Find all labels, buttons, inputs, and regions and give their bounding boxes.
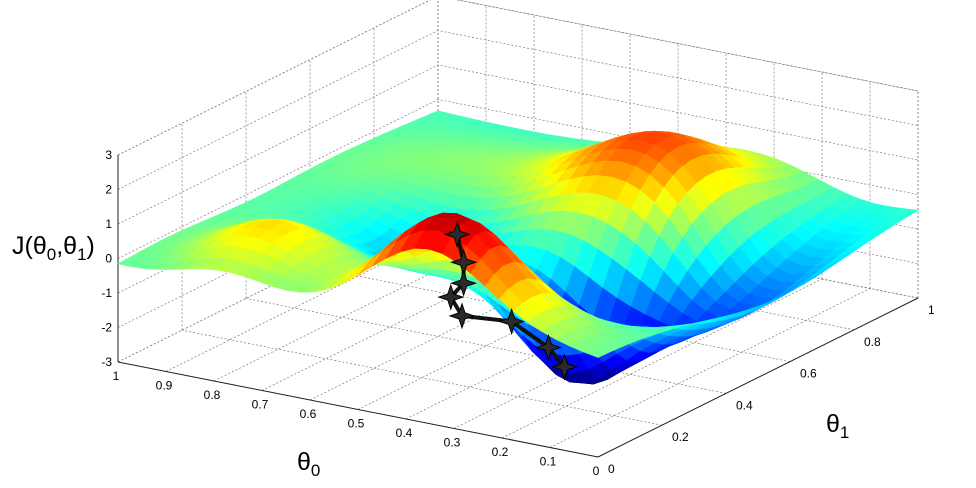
x-tick-label: 1 <box>113 369 120 383</box>
z-tick-label: -3 <box>101 355 112 369</box>
x-tick-label: 0.9 <box>156 379 173 393</box>
y-tick-label: 0.2 <box>672 430 689 444</box>
x-tick-label: 0.8 <box>204 388 221 402</box>
descent-step-marker <box>448 302 476 330</box>
y-tick-label: 0 <box>608 462 615 476</box>
surface-patch <box>583 347 609 358</box>
y-tick-label: 1 <box>928 303 935 317</box>
descent-step-marker <box>443 220 471 248</box>
x-tick-label: 0.3 <box>444 436 461 450</box>
descent-step-marker <box>498 307 526 336</box>
descent-step-marker <box>550 353 578 381</box>
x-tick-label: 0.4 <box>396 426 413 440</box>
x-tick-label: 0.2 <box>492 445 509 459</box>
descent-step-marker <box>450 269 478 297</box>
y-axis-label: θ1 <box>826 410 849 442</box>
z-tick-label: 3 <box>105 148 112 162</box>
z-tick-label: -1 <box>101 286 112 300</box>
descent-step-marker <box>437 283 465 311</box>
cost-surface <box>117 110 919 385</box>
x-tick-label: 0.1 <box>540 455 557 469</box>
x-axis-label: θ0 <box>297 448 320 480</box>
y-tick-label: 0.6 <box>800 367 817 381</box>
y-tick-label: 0.4 <box>736 398 753 412</box>
z-tick-label: 0 <box>105 252 112 266</box>
y-tick-label: 0.8 <box>864 335 881 349</box>
descent-step-marker <box>534 333 562 362</box>
x-tick-label: 0 <box>593 464 600 478</box>
x-tick-label: 0.5 <box>348 417 365 431</box>
z-tick-label: -2 <box>101 321 112 335</box>
z-tick-label: 1 <box>105 217 112 231</box>
descent-path <box>437 220 578 381</box>
z-axis-label: J(θ0,θ1) <box>12 232 95 264</box>
x-tick-label: 0.6 <box>300 407 317 421</box>
x-tick-label: 0.7 <box>252 398 269 412</box>
z-tick-label: 2 <box>105 183 112 197</box>
